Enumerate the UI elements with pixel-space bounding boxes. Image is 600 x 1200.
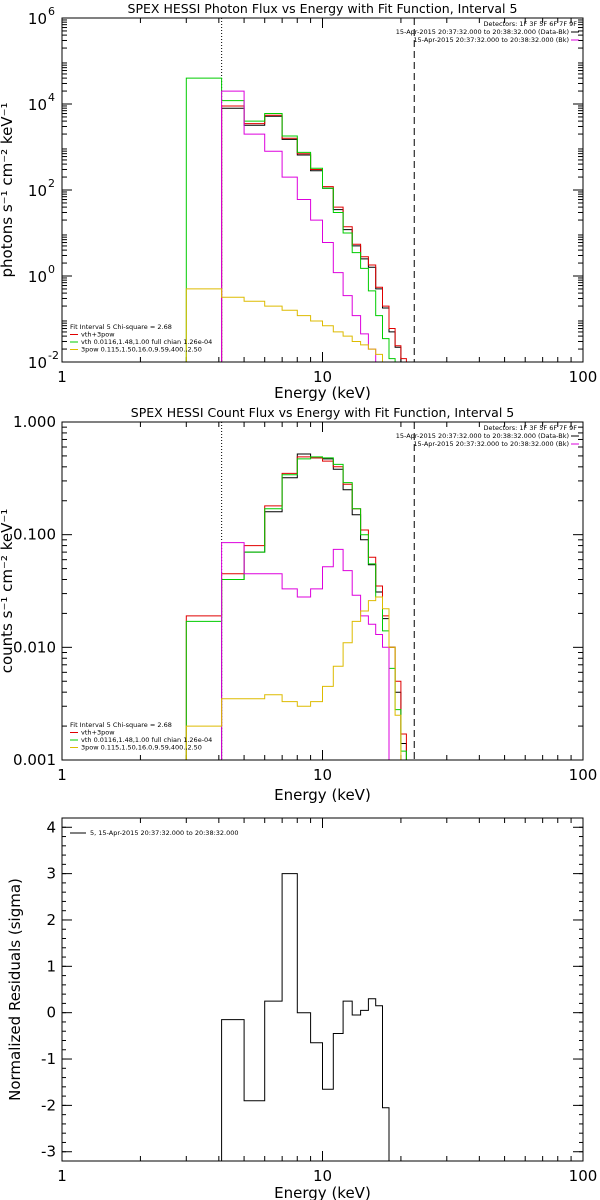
y-tick-label: 0.010 — [13, 638, 56, 656]
series-group — [185, 453, 407, 760]
x-axis-label: Energy (keV) — [274, 1184, 371, 1200]
series-line-0 — [221, 873, 390, 1161]
y-tick-label: 0 — [46, 1004, 56, 1022]
x-tick-label: 1 — [57, 1167, 67, 1185]
y-tick-label: 0.001 — [13, 751, 56, 769]
legend-top-text: 5, 15-Apr-2015 20:37:32.000 to 20:38:32.… — [90, 829, 239, 837]
legend-top-text: 15-Apr-2015 20:37:32.000 to 20:38:32.000… — [396, 432, 569, 440]
legend-top-text: Detectors: 1F 3F 5F 6F 7F 9F — [483, 424, 577, 432]
plot-frame — [61, 817, 584, 1162]
legend-bottom-text: vth 0.0116,1.48,1.00 full chian 1.26e-04 — [81, 736, 212, 744]
y-tick-label: 10 — [28, 268, 47, 286]
y-tick-label: 4 — [46, 818, 56, 836]
legend-bottom-text: vth+3pow — [81, 729, 115, 737]
chart-panel-3: 1 10 100 -3 -2 -1 0 1 2 3 4 Energy (keV) Normalized … — [6, 817, 598, 1200]
y-tick-label: 10 — [28, 96, 47, 114]
series-line-1 — [185, 456, 407, 760]
legend-bottom-text: vth+3pow — [81, 331, 115, 339]
series-line-4 — [185, 288, 390, 362]
chart-title: SPEX HESSI Photon Flux vs Energy with Fi… — [128, 1, 518, 16]
y-tick-label: 1.000 — [13, 413, 56, 431]
y-tick-exponent: 6 — [48, 5, 55, 18]
x-tick-label: 10 — [313, 766, 332, 784]
y-tick-label: 10 — [28, 182, 47, 200]
legend-bottom-text: vth 0.0116,1.48,1.00 full chian 1.26e-04 — [81, 338, 212, 346]
chart-panel-2: SPEX HESSI Count Flux vs Energy with Fit… — [0, 405, 597, 804]
x-tick-label: 100 — [569, 766, 598, 784]
series-line-0 — [221, 107, 402, 362]
series-line-0 — [221, 453, 407, 760]
y-axis-label: photons s⁻¹ cm⁻² keV⁻¹ — [0, 103, 16, 278]
plot-frame — [61, 17, 584, 363]
plot-frame — [61, 421, 584, 761]
y-tick-exponent: 4 — [48, 91, 55, 104]
series-group — [221, 873, 390, 1161]
legend-bottom-text: Fit Interval 5 Chi-square = 2.68 — [70, 721, 172, 729]
y-tick-label: 2 — [46, 911, 56, 929]
legend-top-text: 15-Apr-2015 20:37:32.000 to 20:38:32.000… — [413, 440, 569, 448]
legend-bottom-text: Fit Interval 5 Chi-square = 2.68 — [70, 323, 172, 331]
y-tick-exponent: -2 — [48, 349, 59, 362]
y-tick-label: 1 — [46, 957, 56, 975]
series-line-3 — [221, 542, 390, 760]
y-axis-label: Normalized Residuals (sigma) — [6, 878, 24, 1101]
y-tick-exponent: 0 — [48, 263, 55, 276]
y-axis-label: counts s⁻¹ cm⁻² keV⁻¹ — [0, 509, 16, 674]
series-line-2 — [185, 456, 407, 760]
y-tick-label: 10 — [28, 10, 47, 28]
x-axis-label: Energy (keV) — [274, 384, 371, 402]
legend-bottom-text: 3pow 0.115,1.50,16.0,9.59,400.,2.50 — [81, 744, 202, 752]
series-line-3 — [221, 90, 383, 362]
y-tick-label: -2 — [41, 1096, 56, 1114]
y-tick-label: -3 — [41, 1143, 56, 1161]
legend-top-text: Detectors: 1F 3F 5F 6F 7F 9F — [483, 20, 577, 28]
y-tick-label: 0.100 — [13, 526, 56, 544]
series-line-4 — [185, 596, 402, 760]
x-tick-label: 10 — [313, 1167, 332, 1185]
series-line-2 — [185, 77, 396, 362]
x-tick-label: 100 — [569, 368, 598, 386]
x-tick-label: 1 — [57, 766, 67, 784]
chart-title: SPEX HESSI Count Flux vs Energy with Fit… — [131, 405, 514, 420]
x-axis-label: Energy (keV) — [274, 786, 371, 804]
y-tick-label: 10 — [28, 354, 47, 372]
chart-panel-1: SPEX HESSI Photon Flux vs Energy with Fi… — [0, 1, 597, 402]
y-tick-label: -1 — [41, 1050, 56, 1068]
x-tick-label: 10 — [313, 368, 332, 386]
series-group — [185, 77, 407, 362]
series-line-1 — [221, 105, 407, 362]
x-tick-label: 100 — [569, 1167, 598, 1185]
legend-top-text: 15-Apr-2015 20:37:32.000 to 20:38:32.000… — [396, 28, 569, 36]
y-tick-exponent: 2 — [48, 177, 55, 190]
legend-bottom-text: 3pow 0.115,1.50,16.0,9.59,400.,2.50 — [81, 346, 202, 354]
y-tick-label: 3 — [46, 865, 56, 883]
x-tick-label: 1 — [57, 368, 67, 386]
legend-top-text: 15-Apr-2015 20:37:32.000 to 20:38:32.000… — [413, 36, 569, 44]
